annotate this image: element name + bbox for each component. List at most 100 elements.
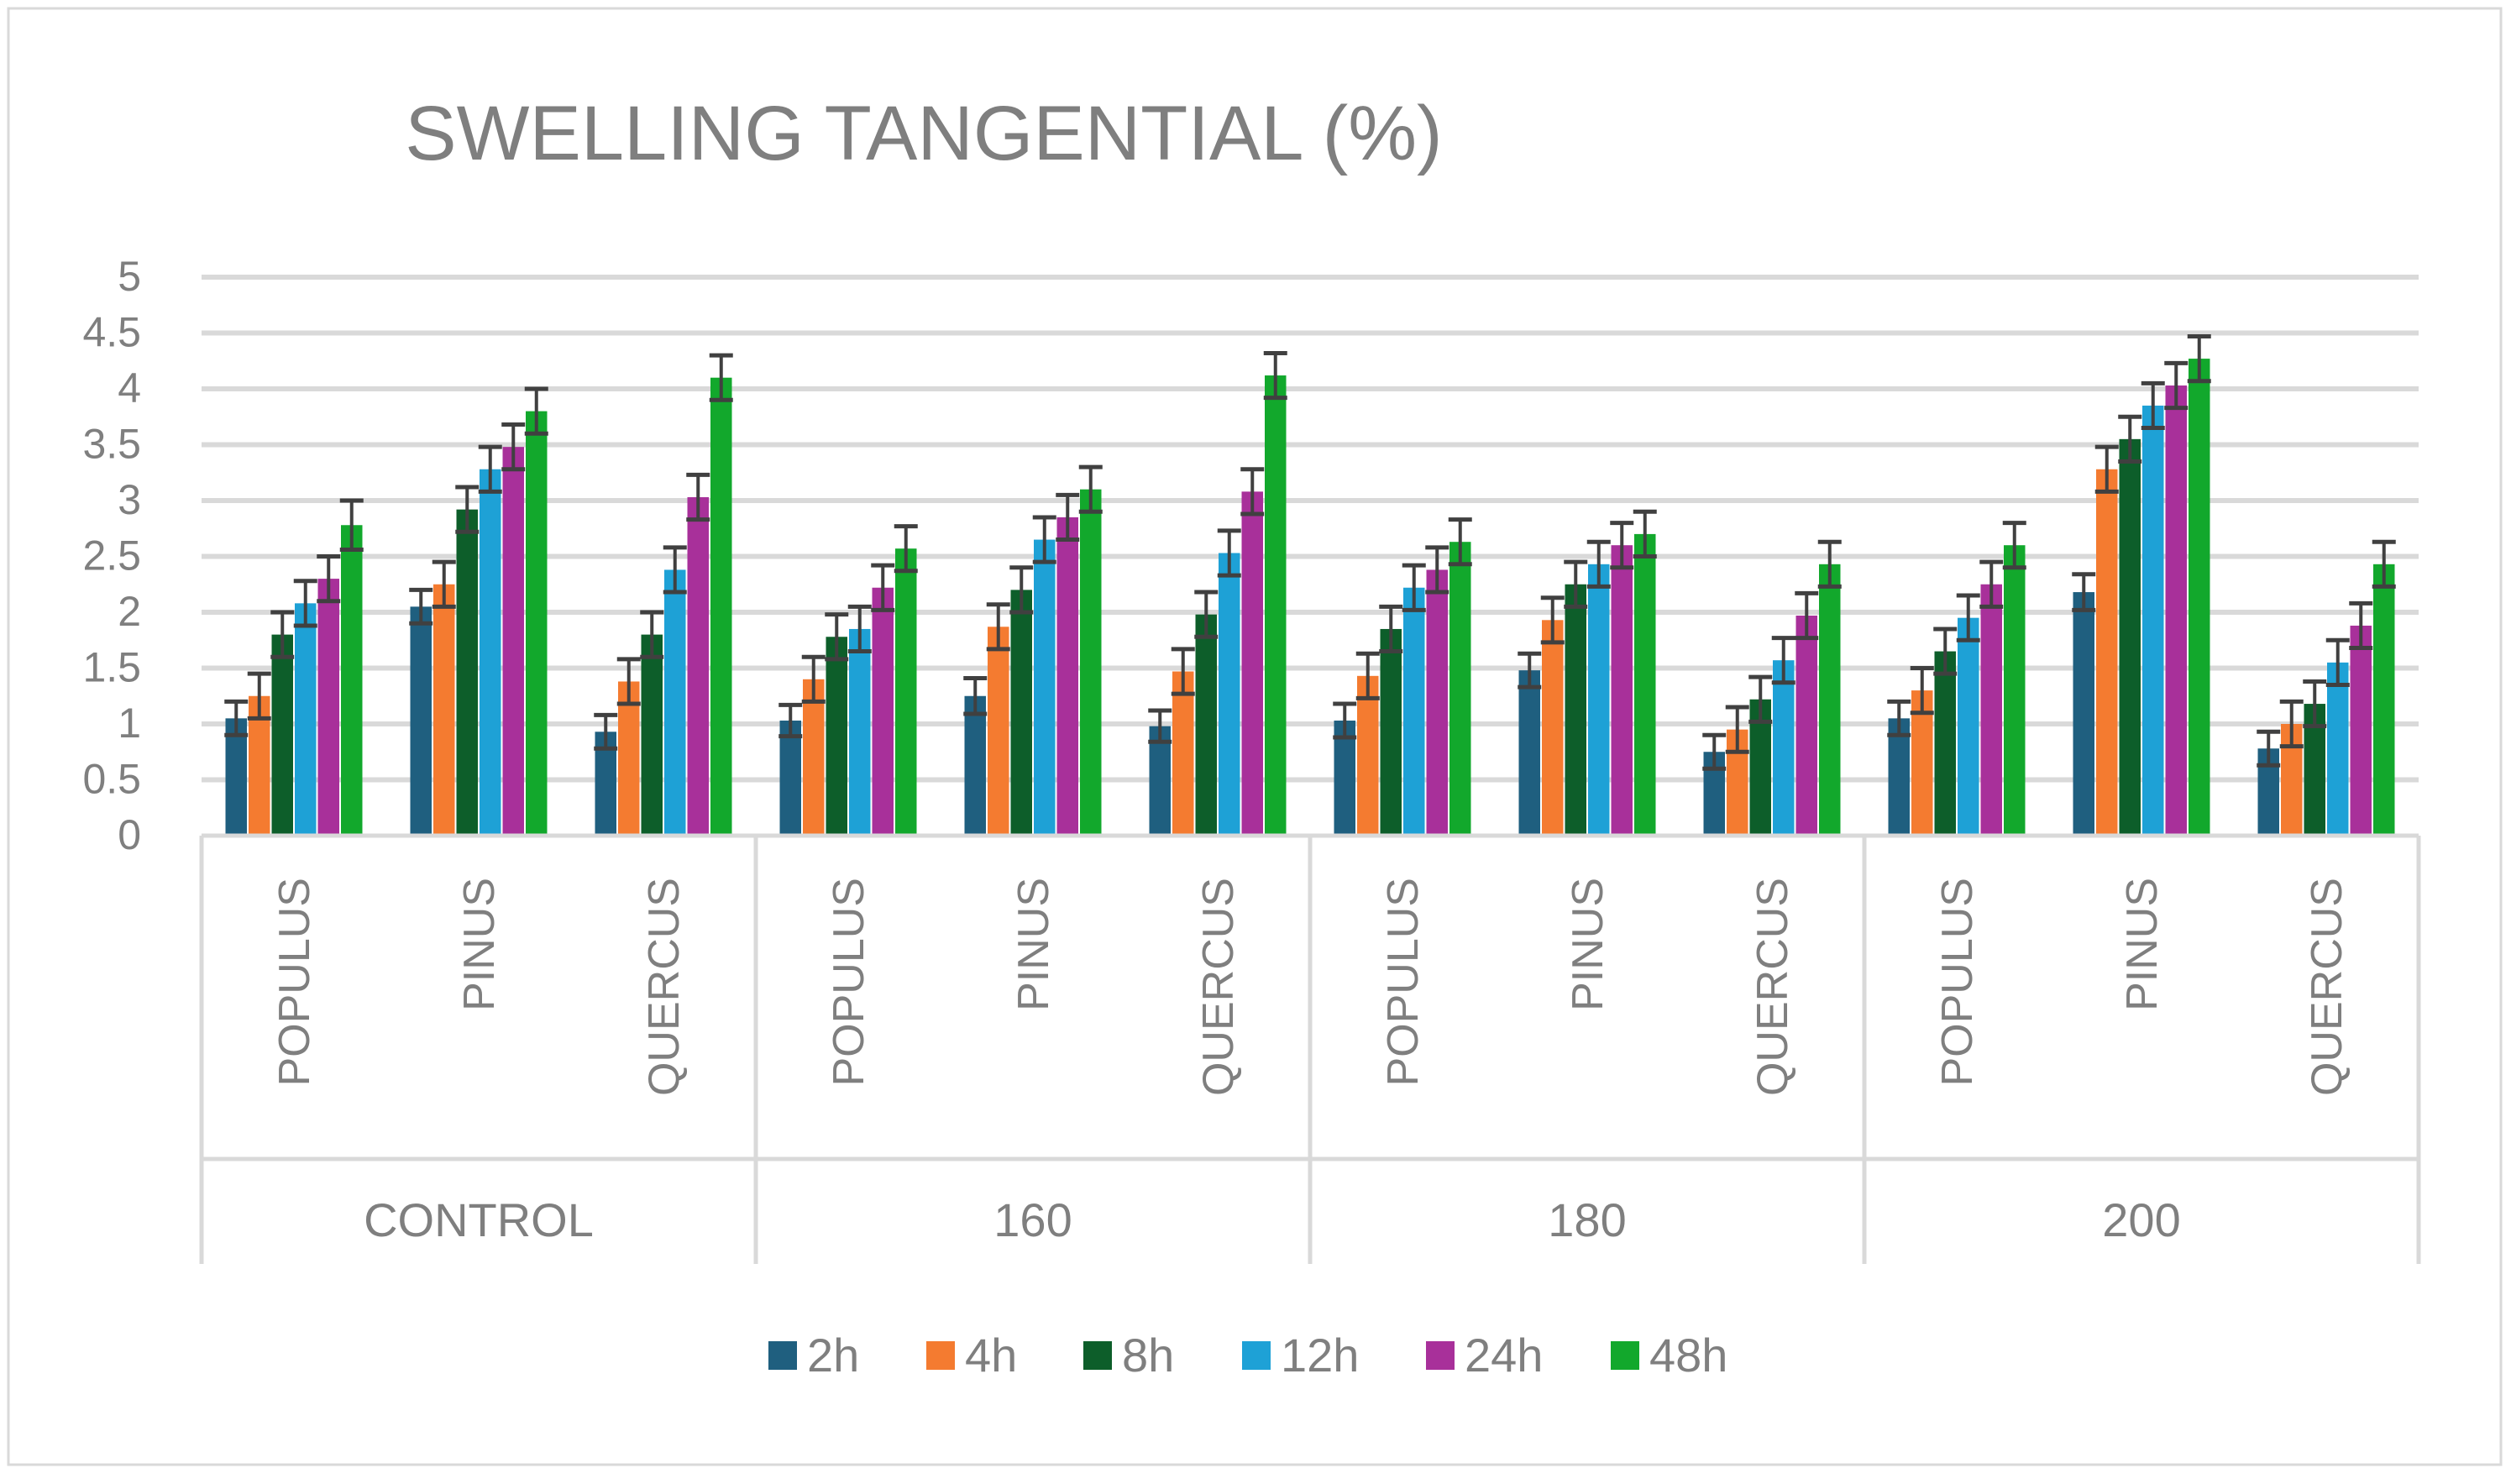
bar [1426, 569, 1448, 836]
x-category-label: PINUS [2118, 878, 2167, 1011]
bar [480, 469, 501, 836]
bar [1265, 375, 1287, 836]
bar [1357, 675, 1379, 836]
bar [2004, 545, 2026, 836]
y-tick-label: 2.5 [82, 532, 141, 579]
y-tick-label: 4 [118, 364, 141, 412]
bar [225, 718, 247, 836]
bar [1010, 590, 1032, 836]
bar [1634, 533, 1656, 836]
bar [2073, 592, 2094, 836]
legend-swatch [1083, 1341, 1112, 1370]
x-category-label: QUERCUS [1748, 878, 1797, 1096]
legend-label: 12h [1281, 1329, 1359, 1382]
x-axis: POPULUS PINUS QUERCUS POPULUS PINUS QUERCUS PO… [199, 833, 2421, 1264]
bar [1958, 617, 1979, 836]
bar [872, 587, 894, 836]
bar [1056, 517, 1078, 836]
bar [849, 628, 871, 836]
x-group-label: CONTROL [364, 1193, 594, 1246]
bar [341, 525, 363, 836]
bar [526, 411, 548, 836]
x-group-label: 160 [993, 1193, 1072, 1246]
bar [2327, 662, 2349, 836]
bar [2096, 469, 2118, 836]
bar [1888, 718, 1910, 836]
bar [964, 695, 986, 836]
bar [1034, 539, 1056, 836]
x-group-label: 200 [2102, 1193, 2180, 1246]
bar [502, 447, 524, 836]
bar [803, 679, 825, 836]
legend: 2h 4h 8h 12h 24h 48h [768, 1329, 1727, 1382]
bar [988, 627, 1009, 836]
x-category-label: PINUS [455, 878, 504, 1011]
x-category-label: QUERCUS [1194, 878, 1243, 1096]
bar [433, 584, 455, 836]
bars [225, 359, 2395, 836]
bar [1380, 628, 1402, 836]
gridlines [202, 275, 2419, 783]
x-category-label: PINUS [1009, 878, 1058, 1011]
bar [2119, 438, 2141, 836]
y-tick-label: 1 [118, 700, 141, 747]
bar [779, 721, 801, 836]
x-group-label: 180 [1548, 1193, 1626, 1246]
legend-swatch [1611, 1341, 1639, 1370]
legend-label: 4h [965, 1329, 1017, 1382]
bar [1080, 489, 1102, 836]
bar [1195, 614, 1217, 836]
y-tick-label: 0 [118, 811, 141, 858]
bar [1611, 545, 1633, 836]
y-tick-label: 5 [118, 253, 141, 300]
x-category-label: QUERCUS [2303, 878, 2351, 1096]
x-category-label: POPULUS [1379, 878, 1428, 1087]
y-tick-label: 3.5 [82, 421, 141, 468]
y-tick-label: 1.5 [82, 644, 141, 691]
bar [1219, 553, 1240, 836]
bar [1795, 615, 1817, 836]
bar [1773, 660, 1795, 836]
bar [1449, 542, 1471, 836]
bar [2373, 564, 2395, 836]
bar [456, 509, 478, 836]
bar [1149, 726, 1171, 836]
bar [895, 548, 917, 836]
bar [826, 637, 847, 836]
bar [410, 606, 432, 836]
bar [1588, 564, 1610, 836]
y-tick-label: 3 [118, 476, 141, 523]
bar [1819, 564, 1841, 836]
bar [271, 634, 293, 836]
legend-label: 24h [1465, 1329, 1543, 1382]
y-tick-label: 0.5 [82, 756, 141, 803]
legend-label: 8h [1122, 1329, 1174, 1382]
bar [317, 579, 339, 836]
bar [641, 634, 663, 836]
bar [2350, 625, 2372, 836]
bar [687, 497, 709, 836]
x-category-label: POPULUS [270, 878, 319, 1087]
error-bars [224, 333, 2396, 771]
bar [1934, 651, 1956, 836]
bar [1403, 587, 1425, 836]
y-tick-label: 2 [118, 588, 141, 635]
x-category-label: POPULUS [825, 878, 873, 1087]
y-tick-label: 4.5 [82, 309, 141, 356]
y-axis-tick-labels: 0 0.5 1 1.5 2 2.5 3 3.5 4 4.5 5 [82, 253, 141, 858]
bar [2142, 405, 2164, 836]
legend-swatch [926, 1341, 955, 1370]
bar [1542, 620, 1564, 836]
x-category-label: PINUS [1564, 878, 1612, 1011]
bar [1565, 584, 1586, 836]
x-category-label: POPULUS [1933, 878, 1982, 1087]
legend-swatch [768, 1341, 797, 1370]
bar [710, 377, 732, 836]
chart-title: SWELLING TANGENTIAL (%) [405, 91, 1442, 176]
bar [295, 603, 317, 836]
bar [618, 681, 640, 836]
bar [1172, 671, 1194, 836]
legend-swatch [1242, 1341, 1271, 1370]
